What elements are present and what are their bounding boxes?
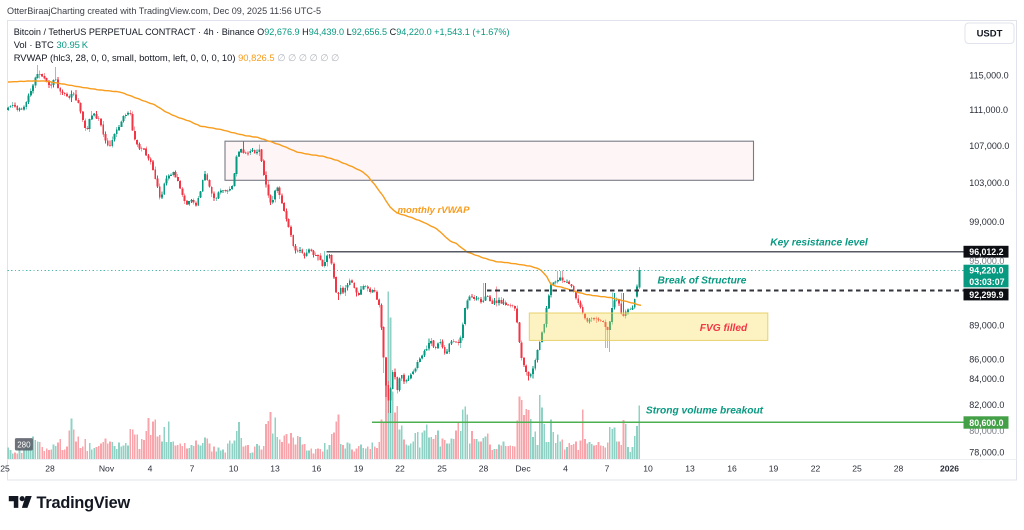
svg-text:03:03:07: 03:03:07 xyxy=(969,277,1004,287)
svg-text:monthly rVWAP: monthly rVWAP xyxy=(398,205,471,216)
svg-text:10: 10 xyxy=(643,464,653,474)
svg-text:107,000.0: 107,000.0 xyxy=(969,141,1009,151)
svg-text:22: 22 xyxy=(395,464,405,474)
svg-text:28: 28 xyxy=(894,464,904,474)
svg-text:Break of Structure: Break of Structure xyxy=(658,276,747,287)
svg-text:13: 13 xyxy=(685,464,695,474)
svg-text:28: 28 xyxy=(479,464,489,474)
svg-text:Strong volume breakout: Strong volume breakout xyxy=(646,406,764,417)
svg-text:25: 25 xyxy=(852,464,862,474)
svg-text:111,000.0: 111,000.0 xyxy=(969,105,1008,115)
svg-text:80,000.0: 80,000.0 xyxy=(969,426,1004,436)
svg-text:28: 28 xyxy=(45,464,55,474)
svg-text:280: 280 xyxy=(17,440,31,449)
svg-text:25: 25 xyxy=(0,464,10,474)
svg-text:19: 19 xyxy=(354,464,364,474)
svg-text:82,000.0: 82,000.0 xyxy=(969,400,1004,410)
svg-text:2026: 2026 xyxy=(940,464,959,474)
svg-text:7: 7 xyxy=(190,464,195,474)
svg-text:13: 13 xyxy=(270,464,280,474)
svg-text:16: 16 xyxy=(727,464,737,474)
svg-text:USDT: USDT xyxy=(977,29,1003,40)
svg-text:96,012.2: 96,012.2 xyxy=(969,247,1003,257)
svg-text:RVWAP (hlc3, 28, 0, 0, small,: RVWAP (hlc3, 28, 0, 0, small, bottom, le… xyxy=(14,52,340,63)
svg-text:OtterBiraajCharting created wi: OtterBiraajCharting created with Trading… xyxy=(7,6,321,16)
svg-text:TradingView: TradingView xyxy=(37,494,131,512)
svg-text:103,000.0: 103,000.0 xyxy=(969,178,1009,188)
svg-text:80,600.0: 80,600.0 xyxy=(969,418,1003,428)
svg-text:99,000.0: 99,000.0 xyxy=(969,217,1004,227)
svg-text:84,000.0: 84,000.0 xyxy=(969,374,1004,384)
svg-text:4: 4 xyxy=(148,464,153,474)
svg-text:25: 25 xyxy=(437,464,447,474)
svg-text:Key resistance level: Key resistance level xyxy=(770,238,868,249)
svg-text:95,000.0: 95,000.0 xyxy=(969,256,1004,266)
svg-text:10: 10 xyxy=(229,464,239,474)
svg-text:Bitcoin / TetherUS PERPETUAL C: Bitcoin / TetherUS PERPETUAL CONTRACT · … xyxy=(14,27,510,37)
svg-text:89,000.0: 89,000.0 xyxy=(969,321,1004,331)
svg-text:FVG filled: FVG filled xyxy=(700,323,748,334)
svg-text:Vol · BTC 30.95 K: Vol · BTC 30.95 K xyxy=(14,39,89,50)
svg-text:Dec: Dec xyxy=(515,464,531,474)
svg-text:78,000.0: 78,000.0 xyxy=(969,447,1004,457)
svg-text:4: 4 xyxy=(563,464,568,474)
svg-text:16: 16 xyxy=(312,464,322,474)
svg-text:19: 19 xyxy=(769,464,779,474)
svg-text:86,000.0: 86,000.0 xyxy=(969,355,1004,365)
svg-text:92,299.9: 92,299.9 xyxy=(969,290,1003,300)
svg-text:22: 22 xyxy=(811,464,821,474)
svg-text:94,220.0: 94,220.0 xyxy=(969,266,1003,276)
svg-text:Nov: Nov xyxy=(99,464,115,474)
svg-text:115,000.0: 115,000.0 xyxy=(969,70,1008,80)
svg-text:7: 7 xyxy=(605,464,610,474)
